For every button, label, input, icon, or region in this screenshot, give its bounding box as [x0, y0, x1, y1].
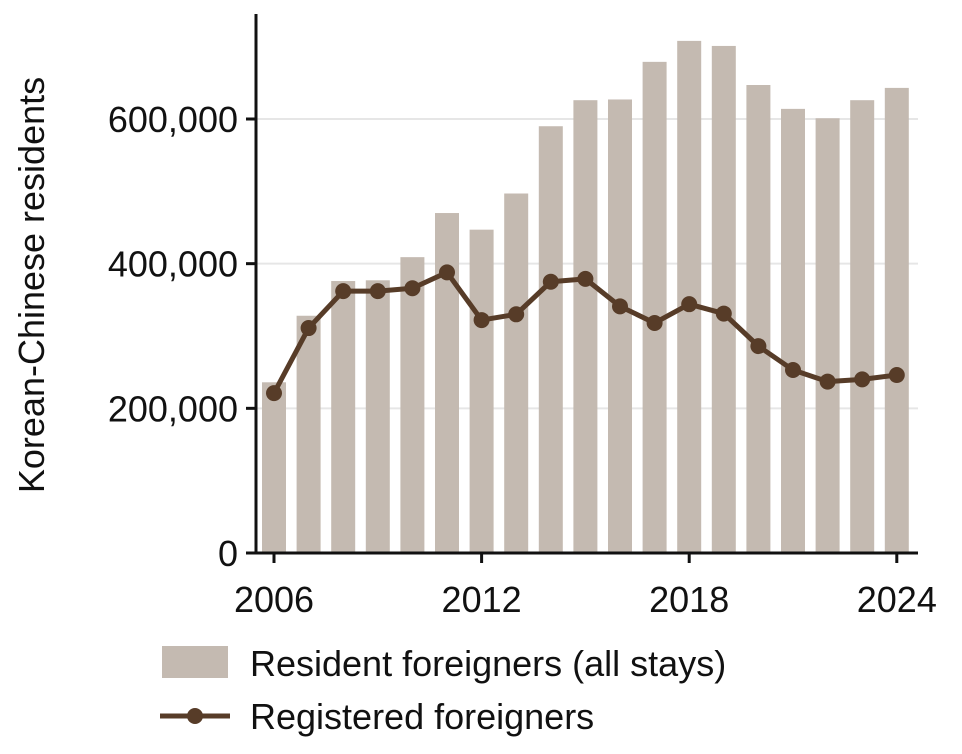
bar: [815, 118, 840, 553]
legend: Resident foreigners (all stays) Registere…: [160, 643, 726, 737]
bar: [504, 193, 529, 553]
bar: [435, 213, 459, 554]
line-point: [681, 296, 698, 313]
line-point: [819, 373, 836, 390]
line-point: [612, 298, 628, 315]
line-point: [439, 264, 455, 281]
x-tick-labels: 2006 2012 2018 2024: [234, 579, 937, 620]
bar: [608, 99, 632, 553]
bar: [365, 280, 390, 553]
bar-series: [262, 40, 909, 554]
y-axis-title: Korean-Chinese residents: [11, 77, 52, 493]
bar: [331, 281, 356, 553]
line-point: [473, 312, 490, 329]
line-point: [369, 283, 386, 300]
x-tick-label: 2018: [649, 579, 729, 620]
bar: [538, 126, 563, 553]
line-point: [300, 320, 317, 337]
bar: [469, 229, 494, 554]
bar: [642, 61, 667, 554]
line-point: [646, 314, 663, 331]
line-point: [577, 270, 594, 287]
bar: [573, 100, 598, 554]
x-tick-label: 2006: [234, 579, 314, 620]
y-tick-label: 600,000: [108, 99, 238, 140]
line-point: [335, 283, 352, 300]
legend-label-registered: Registered foreigners: [250, 696, 594, 737]
x-tick-label: 2012: [442, 579, 522, 620]
y-tick-label: 0: [218, 533, 238, 574]
legend-swatch-marker: [187, 708, 203, 724]
bar: [296, 315, 321, 553]
y-tick-label: 200,000: [108, 388, 238, 429]
y-tick-label: 400,000: [108, 244, 238, 285]
line-point: [715, 305, 732, 322]
line-point: [785, 361, 801, 378]
axes: [246, 14, 918, 563]
line-point: [542, 273, 559, 290]
bar: [850, 100, 875, 554]
bar: [781, 108, 805, 553]
bar: [884, 87, 909, 553]
line-point: [266, 385, 282, 402]
legend-label-resident: Resident foreigners (all stays): [250, 643, 726, 684]
bar: [711, 45, 736, 554]
x-tick-label: 2024: [857, 579, 937, 620]
line-point: [888, 367, 905, 384]
bar: [746, 85, 771, 554]
line-point: [508, 306, 525, 323]
line-point: [750, 338, 767, 355]
legend-swatch-bar: [162, 646, 228, 678]
line-series: [266, 264, 905, 402]
line-point: [854, 371, 871, 388]
bar: [400, 257, 425, 553]
y-tick-labels: 0 200,000 400,000 600,000: [108, 99, 238, 574]
bar: [262, 382, 286, 553]
line-point: [404, 280, 421, 297]
